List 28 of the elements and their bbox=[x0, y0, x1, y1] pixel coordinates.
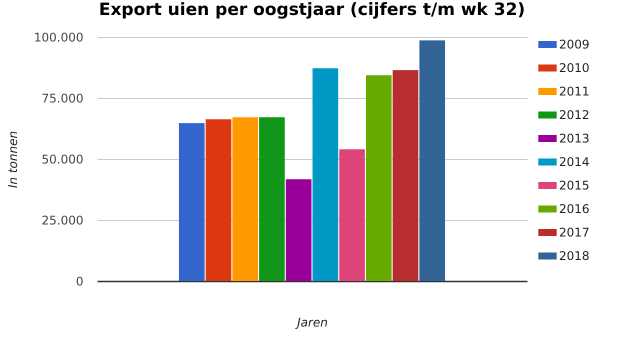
bar bbox=[366, 75, 392, 281]
bar bbox=[419, 40, 446, 281]
bar bbox=[312, 68, 338, 281]
y-tick-label: 75.000 bbox=[42, 92, 84, 106]
legend-label: 2011 bbox=[559, 84, 590, 98]
chart-title: Export uien per oogstjaar (cijfers t/m wk 32) bbox=[98, 0, 526, 20]
bar bbox=[392, 70, 418, 281]
y-tick-label: 25.000 bbox=[42, 214, 84, 228]
y-tick-label: 100.000 bbox=[34, 30, 84, 44]
legend-label: 2009 bbox=[559, 38, 590, 52]
legend-label: 2012 bbox=[559, 108, 590, 122]
y-tick-label: 0 bbox=[76, 274, 84, 288]
legend-label: 2013 bbox=[559, 132, 590, 146]
legend-label: 2018 bbox=[559, 249, 590, 263]
bar bbox=[259, 117, 285, 281]
legend-label: 2016 bbox=[559, 202, 590, 216]
y-axis-title: In tonnen bbox=[6, 130, 20, 188]
bar bbox=[178, 123, 205, 281]
legend-label: 2010 bbox=[559, 61, 590, 75]
y-tick-label: 50.000 bbox=[42, 152, 84, 166]
x-axis-title: Jaren bbox=[295, 316, 328, 330]
bar bbox=[286, 179, 312, 281]
legend-label: 2014 bbox=[559, 155, 590, 169]
bar bbox=[206, 119, 232, 281]
bar bbox=[232, 117, 258, 281]
legend-label: 2015 bbox=[559, 178, 590, 192]
legend-label: 2017 bbox=[559, 226, 590, 240]
bar bbox=[339, 149, 365, 281]
